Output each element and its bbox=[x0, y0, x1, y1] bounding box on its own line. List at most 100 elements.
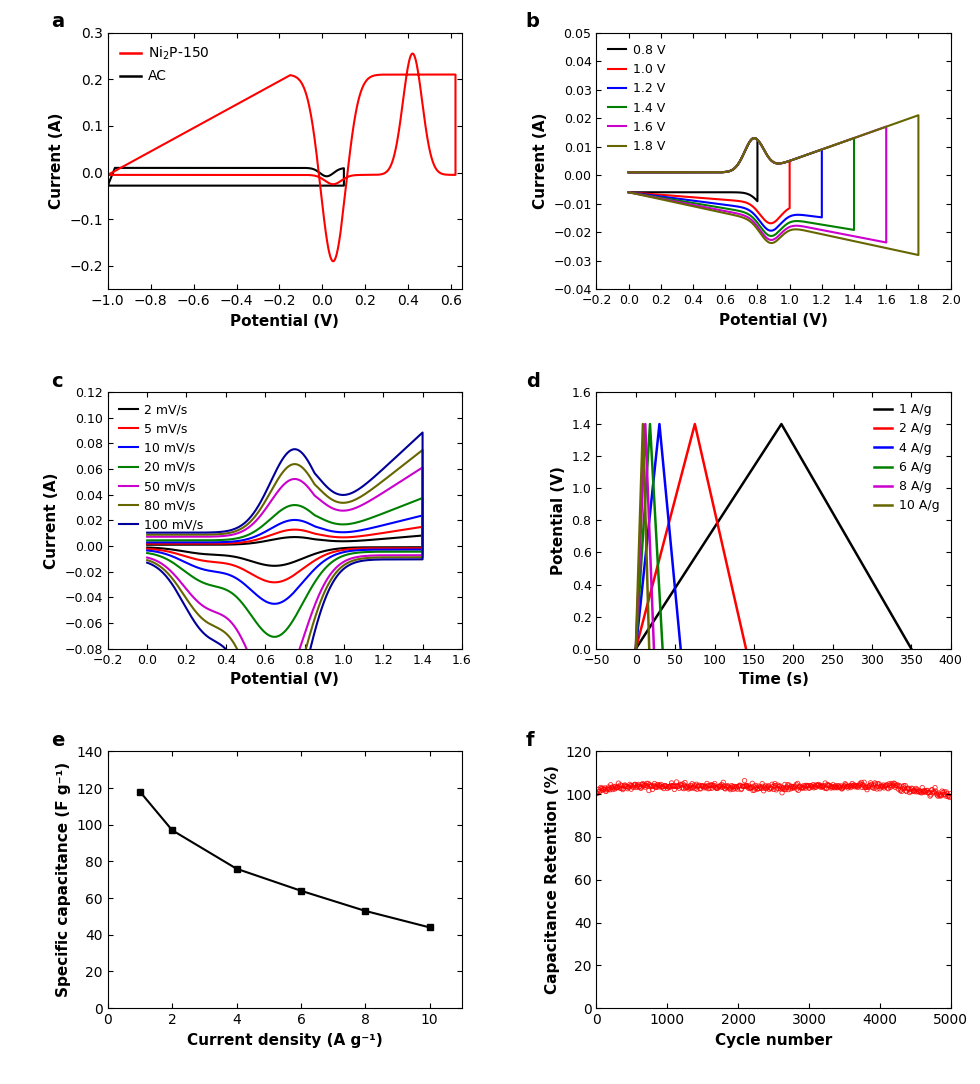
Point bbox=[745, 782, 760, 799]
8 A/g bbox=[630, 642, 642, 655]
Point bbox=[682, 779, 698, 797]
Point bbox=[749, 778, 764, 796]
1 A/g bbox=[630, 642, 642, 655]
Point bbox=[741, 777, 757, 795]
Point bbox=[670, 777, 686, 795]
Point bbox=[770, 776, 786, 793]
1 A/g bbox=[648, 615, 660, 628]
Point bbox=[758, 779, 773, 797]
0.8 V bbox=[752, 195, 763, 208]
Point bbox=[773, 778, 789, 796]
Point bbox=[649, 778, 664, 796]
Point bbox=[735, 777, 751, 795]
Point bbox=[750, 780, 765, 798]
Point bbox=[878, 777, 894, 795]
Point bbox=[737, 777, 753, 795]
Point bbox=[858, 778, 873, 796]
Point bbox=[697, 779, 712, 797]
2 A/g bbox=[735, 622, 747, 635]
Point bbox=[703, 777, 718, 795]
10 A/g bbox=[637, 417, 649, 430]
Point bbox=[874, 777, 890, 795]
Point bbox=[927, 779, 943, 797]
Point bbox=[593, 778, 609, 796]
Point bbox=[707, 777, 722, 795]
Point bbox=[880, 779, 896, 797]
1.4 V bbox=[683, 166, 695, 179]
1.4 V bbox=[837, 221, 849, 234]
4 A/g bbox=[639, 558, 651, 571]
Legend: 2 mV/s, 5 mV/s, 10 mV/s, 20 mV/s, 50 mV/s, 80 mV/s, 100 mV/s: 2 mV/s, 5 mV/s, 10 mV/s, 20 mV/s, 50 mV/… bbox=[114, 398, 209, 537]
Point bbox=[811, 776, 827, 793]
Point bbox=[688, 777, 704, 795]
2 mV/s bbox=[396, 531, 408, 544]
Point bbox=[746, 777, 761, 795]
Point bbox=[764, 776, 780, 793]
2 mV/s bbox=[244, 554, 256, 567]
100 mV/s bbox=[416, 426, 428, 439]
Point bbox=[881, 775, 897, 792]
Point bbox=[802, 779, 817, 797]
Point bbox=[604, 779, 619, 797]
Point bbox=[902, 784, 917, 801]
Point bbox=[828, 777, 844, 795]
10 mV/s bbox=[269, 597, 280, 610]
Point bbox=[597, 779, 612, 797]
0.8 V bbox=[739, 186, 751, 199]
Point bbox=[695, 777, 710, 795]
1.6 V bbox=[856, 231, 867, 244]
10 A/g bbox=[642, 606, 654, 619]
Point bbox=[915, 783, 931, 800]
2 mV/s bbox=[141, 541, 153, 554]
Point bbox=[919, 782, 935, 799]
0.8 V bbox=[710, 166, 721, 179]
Point bbox=[857, 774, 872, 791]
Point bbox=[662, 778, 677, 796]
1.8 V bbox=[912, 248, 924, 261]
Point bbox=[739, 777, 755, 795]
Point bbox=[796, 777, 811, 795]
Point bbox=[651, 777, 666, 795]
Point bbox=[848, 777, 863, 795]
Point bbox=[931, 785, 947, 802]
2 mV/s bbox=[331, 534, 343, 547]
Point bbox=[792, 777, 808, 795]
80 mV/s bbox=[141, 554, 153, 567]
Point bbox=[607, 780, 622, 798]
1.2 V bbox=[791, 152, 803, 165]
Point bbox=[783, 777, 799, 795]
Point bbox=[619, 778, 635, 796]
Point bbox=[617, 776, 633, 793]
Point bbox=[778, 779, 794, 797]
Point bbox=[701, 780, 716, 798]
1.8 V bbox=[720, 166, 732, 179]
Point bbox=[753, 778, 768, 796]
Point bbox=[724, 777, 740, 795]
Point bbox=[865, 779, 881, 797]
Point bbox=[651, 778, 666, 796]
Point bbox=[865, 776, 881, 793]
Point bbox=[640, 777, 656, 795]
10 A/g bbox=[631, 615, 643, 628]
Point bbox=[722, 779, 738, 797]
Point bbox=[911, 782, 927, 799]
1.8 V bbox=[897, 245, 908, 258]
1.6 V bbox=[866, 233, 878, 246]
1.0 V bbox=[775, 209, 787, 222]
8 A/g bbox=[648, 642, 660, 655]
Line: 20 mV/s: 20 mV/s bbox=[147, 498, 422, 637]
1.2 V bbox=[806, 209, 817, 222]
50 mV/s bbox=[331, 503, 343, 516]
1.4 V bbox=[775, 157, 787, 170]
Point bbox=[925, 785, 941, 802]
Point bbox=[921, 784, 937, 801]
4 A/g bbox=[675, 642, 687, 655]
Point bbox=[788, 777, 804, 795]
Point bbox=[850, 778, 865, 796]
Line: 100 mV/s: 100 mV/s bbox=[147, 433, 422, 761]
Point bbox=[645, 780, 661, 798]
2 A/g bbox=[637, 615, 649, 628]
Point bbox=[676, 780, 692, 798]
Point bbox=[645, 777, 661, 795]
Point bbox=[873, 777, 889, 795]
